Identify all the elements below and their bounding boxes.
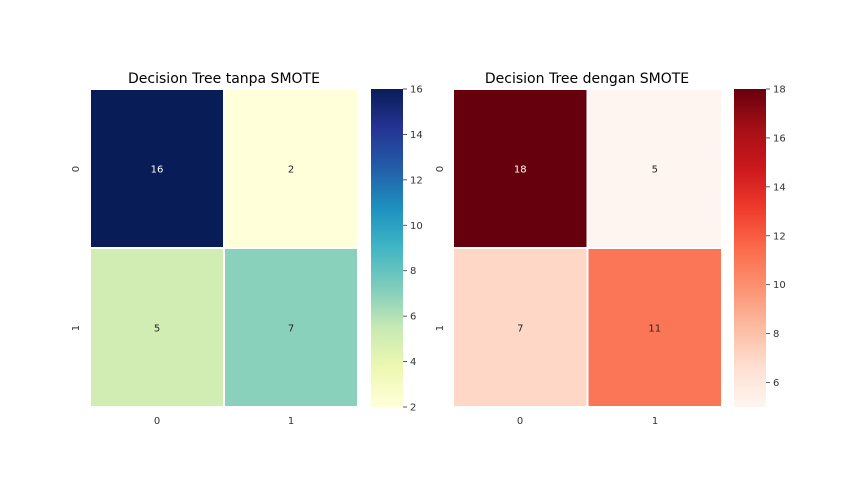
heatmap-left-value-1-0: 5 bbox=[154, 324, 160, 335]
heatmap-right-value-0-1: 5 bbox=[652, 165, 658, 176]
colorbar-left bbox=[371, 89, 403, 407]
colorbar-left-tick-label-3: 8 bbox=[410, 266, 416, 277]
colorbar-left-tick-label-1: 4 bbox=[410, 357, 416, 368]
heatmap-left-ytick-0: 0 bbox=[71, 166, 82, 172]
heatmap-right-value-1-0: 7 bbox=[517, 324, 523, 335]
colorbar-right bbox=[734, 89, 766, 407]
heatmap-right-title: Decision Tree dengan SMOTE bbox=[485, 71, 689, 87]
colorbar-left-tick-label-5: 12 bbox=[410, 175, 423, 186]
heatmap-right-xtick-0: 0 bbox=[517, 416, 523, 427]
heatmap-right-ytick-1: 1 bbox=[435, 325, 446, 331]
heatmap-right-xtick-1: 1 bbox=[652, 416, 658, 427]
heatmap-left: Decision Tree tanpa SMOTE 16 25 7 0 1 0 1 … bbox=[71, 71, 423, 427]
heatmap-left-cell-1-1 bbox=[223, 247, 359, 408]
heatmap-left-value-1-1: 7 bbox=[288, 324, 294, 335]
heatmap-right: Decision Tree dengan SMOTE 18 57 11 0 1 0 … bbox=[435, 71, 786, 427]
heatmap-left-value-0-1: 2 bbox=[288, 165, 294, 176]
colorbar-right-tick-label-1: 8 bbox=[773, 329, 779, 340]
heatmap-left-cell-0-0 bbox=[89, 88, 225, 249]
colorbar-right-tick-label-0: 6 bbox=[773, 378, 779, 389]
heatmap-left-title: Decision Tree tanpa SMOTE bbox=[128, 71, 320, 87]
colorbar-left-ticks: 2 4 6 8 10 12 14 16 bbox=[403, 85, 423, 414]
heatmap-right-ytick-0: 0 bbox=[435, 166, 446, 172]
colorbar-right-ticks: 6 8 10 12 14 16 18 bbox=[766, 85, 786, 389]
colorbar-right-tick-label-4: 14 bbox=[773, 182, 786, 193]
heatmap-right-value-0-0: 18 bbox=[514, 165, 527, 176]
heatmap-right-cell-0-1 bbox=[586, 88, 723, 249]
colorbar-left-tick-label-4: 10 bbox=[410, 221, 423, 232]
colorbar-left-tick-label-6: 14 bbox=[410, 130, 423, 141]
heatmap-left-cell-1-0 bbox=[89, 247, 225, 408]
colorbar-right-tick-label-3: 12 bbox=[773, 231, 786, 242]
heatmap-left-xtick-0: 0 bbox=[154, 416, 160, 427]
colorbar-left-tick-label-7: 16 bbox=[410, 85, 423, 96]
heatmap-left-cell-0-1 bbox=[223, 88, 359, 249]
colorbar-right-tick-label-5: 16 bbox=[773, 133, 786, 144]
colorbar-right-tick-label-6: 18 bbox=[773, 85, 786, 96]
heatmap-left-ytick-1: 1 bbox=[71, 325, 82, 331]
heatmap-left-xtick-1: 1 bbox=[288, 416, 294, 427]
colorbar-left-tick-label-0: 2 bbox=[410, 403, 416, 414]
heatmap-right-value-1-1: 11 bbox=[648, 324, 661, 335]
heatmap-left-value-0-0: 16 bbox=[151, 165, 164, 176]
heatmap-right-cell-1-1 bbox=[586, 247, 723, 408]
colorbar-left-tick-label-2: 6 bbox=[410, 312, 416, 323]
colorbar-right-tick-label-2: 10 bbox=[773, 280, 786, 291]
heatmap-right-cell-1-0 bbox=[452, 247, 589, 408]
